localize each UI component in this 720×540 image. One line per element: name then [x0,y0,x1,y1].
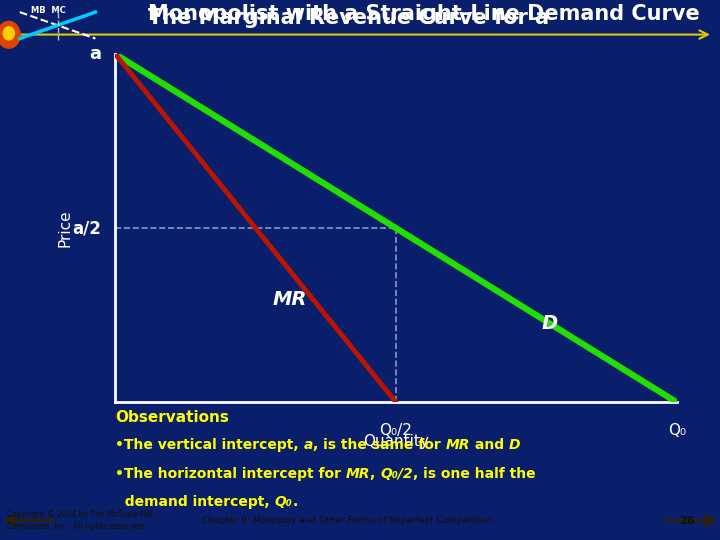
Text: D: D [509,438,521,452]
Text: MR: MR [272,290,307,309]
Text: , is one half the: , is one half the [413,468,536,481]
Text: a: a [89,45,101,63]
Text: D: D [542,314,558,333]
Circle shape [4,27,14,40]
Text: •The horizontal intercept for: •The horizontal intercept for [115,468,346,481]
Text: a: a [304,438,313,452]
Text: Price: Price [57,210,72,247]
Text: and: and [470,438,509,452]
Circle shape [0,22,20,48]
Text: Q₀/2: Q₀/2 [381,468,413,481]
Text: ,: , [371,468,381,481]
Text: Monopolist with a Straight-Line Demand Curve: Monopolist with a Straight-Line Demand C… [148,4,699,24]
Text: The Marginal Revenue Curve for a: The Marginal Revenue Curve for a [148,8,549,28]
Text: Chapter 9: Monopoly and Other Forms of Imperfect Competition: Chapter 9: Monopoly and Other Forms of I… [202,516,492,525]
Text: a/2: a/2 [72,219,101,237]
Text: Q₀/2: Q₀/2 [379,423,413,438]
Text: MB  MC: MB MC [30,6,66,15]
Text: Q₀: Q₀ [275,495,292,509]
Text: MR: MR [346,468,371,481]
Text: demand intercept,: demand intercept, [115,495,275,509]
Text: Quantity: Quantity [363,434,429,449]
Text: Copyright © 2004 by The McGraw-Hill
Companies, Inc.  All rights reserved.: Copyright © 2004 by The McGraw-Hill Comp… [7,510,153,531]
Text: .: . [292,495,298,509]
Text: Observations: Observations [115,410,229,426]
Text: , is the same for: , is the same for [313,438,446,452]
Text: MR: MR [446,438,470,452]
Text: Q₀: Q₀ [667,423,686,438]
Text: •The vertical intercept,: •The vertical intercept, [115,438,304,452]
Text: 26: 26 [679,516,695,526]
